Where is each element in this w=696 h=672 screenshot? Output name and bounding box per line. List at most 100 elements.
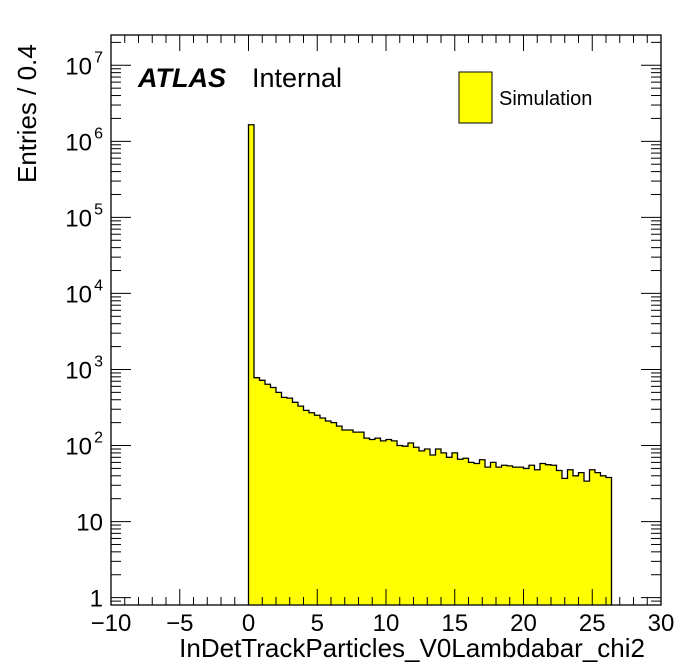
x-tick-label: 15 bbox=[441, 610, 468, 637]
x-axis-title: InDetTrackParticles_V0Lambdabar_chi2 bbox=[179, 633, 645, 663]
y-tick-label: 10 bbox=[76, 510, 103, 537]
histogram-bar bbox=[424, 449, 431, 605]
y-tick-label: 1 bbox=[90, 586, 103, 613]
histogram-bar bbox=[595, 472, 601, 605]
y-tick-label: 10 bbox=[65, 53, 92, 80]
histogram-bar bbox=[479, 459, 486, 605]
histogram-bar bbox=[468, 462, 475, 605]
y-tick-label: 10 bbox=[65, 434, 92, 461]
histogram-bar bbox=[540, 463, 546, 605]
histogram-bar bbox=[446, 457, 453, 605]
histogram-bar bbox=[485, 467, 491, 605]
histogram-bar bbox=[386, 439, 392, 605]
x-tick-label: 30 bbox=[648, 610, 675, 637]
histogram-bar bbox=[248, 124, 255, 605]
histogram-bar bbox=[419, 450, 425, 605]
histogram-bar bbox=[325, 421, 332, 605]
histogram-bar bbox=[534, 469, 541, 605]
histogram-bar bbox=[435, 449, 442, 605]
y-tick-exponent: 5 bbox=[94, 201, 103, 218]
histogram-bar bbox=[347, 430, 354, 605]
histogram-bar bbox=[380, 440, 387, 605]
internal-label: Internal bbox=[252, 63, 342, 93]
x-tick-label: −5 bbox=[166, 610, 193, 637]
histogram-bar bbox=[309, 412, 315, 605]
histogram-bar bbox=[375, 438, 381, 605]
histogram-bar bbox=[265, 384, 271, 605]
atlas-label: ATLAS bbox=[137, 63, 226, 93]
x-tick-label: 20 bbox=[510, 610, 537, 637]
histogram-bar bbox=[402, 446, 409, 605]
histogram-bar bbox=[523, 468, 530, 605]
y-axis-title: Entries / 0.4 bbox=[12, 44, 42, 183]
axis-ticks bbox=[110, 35, 662, 606]
histogram-bar bbox=[545, 464, 552, 605]
y-tick-label: 10 bbox=[65, 129, 92, 156]
histogram-bar bbox=[606, 477, 612, 605]
histogram-bar bbox=[413, 447, 420, 605]
x-tick-label: 10 bbox=[373, 610, 400, 637]
x-tick-label: −10 bbox=[91, 610, 132, 637]
y-tick-label: 10 bbox=[65, 357, 92, 384]
x-tick-label: 25 bbox=[579, 610, 606, 637]
histogram-bar bbox=[331, 422, 337, 605]
histogram-bar bbox=[287, 398, 293, 605]
y-tick-exponent: 7 bbox=[94, 49, 103, 66]
y-tick-exponent: 6 bbox=[94, 125, 103, 142]
histogram-bar bbox=[408, 442, 414, 605]
histogram-bar bbox=[578, 472, 585, 605]
histogram-bar bbox=[369, 439, 376, 605]
histogram-bar bbox=[600, 475, 607, 605]
histogram-bar bbox=[292, 402, 299, 605]
histogram-bar bbox=[507, 465, 513, 605]
histogram-bar bbox=[276, 392, 282, 605]
histogram-bar bbox=[463, 458, 469, 605]
histogram-bar bbox=[551, 465, 557, 605]
histogram-bar bbox=[529, 465, 535, 605]
histogram-bar bbox=[397, 445, 403, 605]
histogram-bar bbox=[254, 377, 260, 605]
histogram-bar bbox=[584, 481, 590, 605]
histogram-bar bbox=[501, 465, 508, 605]
histogram-bar bbox=[364, 438, 370, 605]
histogram-bar bbox=[589, 469, 596, 605]
y-tick-exponent: 4 bbox=[94, 277, 103, 294]
x-tick-label: 0 bbox=[242, 610, 255, 637]
histogram-bar bbox=[496, 467, 502, 605]
histogram-bar bbox=[320, 418, 326, 605]
legend-swatch bbox=[458, 71, 493, 124]
histogram-bar bbox=[452, 452, 458, 605]
x-tick-label: 5 bbox=[311, 610, 324, 637]
histogram-bar bbox=[518, 467, 524, 605]
histogram-bar bbox=[281, 397, 288, 605]
histogram-bar bbox=[490, 462, 497, 605]
histogram-bar bbox=[336, 426, 343, 605]
y-tick-label: 10 bbox=[65, 281, 92, 308]
histogram-outline bbox=[247, 124, 613, 605]
histogram-bar bbox=[314, 415, 321, 605]
histogram-bar bbox=[342, 430, 348, 605]
histogram-bar bbox=[391, 440, 398, 605]
histogram-bar bbox=[259, 380, 266, 605]
histogram-bar bbox=[457, 459, 464, 605]
y-tick-exponent: 3 bbox=[94, 353, 103, 370]
histogram-bars bbox=[248, 124, 612, 605]
histogram-bar bbox=[567, 469, 574, 605]
histogram-bar bbox=[353, 432, 359, 605]
histogram-bar bbox=[298, 406, 304, 605]
legend-label: Simulation bbox=[499, 88, 592, 110]
histogram-bar bbox=[573, 475, 579, 605]
histogram-bar bbox=[474, 463, 480, 605]
histogram-bar bbox=[441, 452, 447, 605]
histogram-bar bbox=[358, 432, 365, 605]
histogram-bar bbox=[562, 478, 568, 605]
y-tick-exponent: 2 bbox=[94, 430, 103, 447]
histogram-bar bbox=[430, 455, 436, 605]
histogram-bar bbox=[556, 470, 563, 605]
histogram-bar bbox=[270, 387, 277, 605]
y-tick-label: 10 bbox=[65, 205, 92, 232]
x-tick-labels: −10 −5 0 5 10 15 20 25 30 bbox=[91, 610, 675, 637]
histogram-bar bbox=[303, 410, 310, 605]
